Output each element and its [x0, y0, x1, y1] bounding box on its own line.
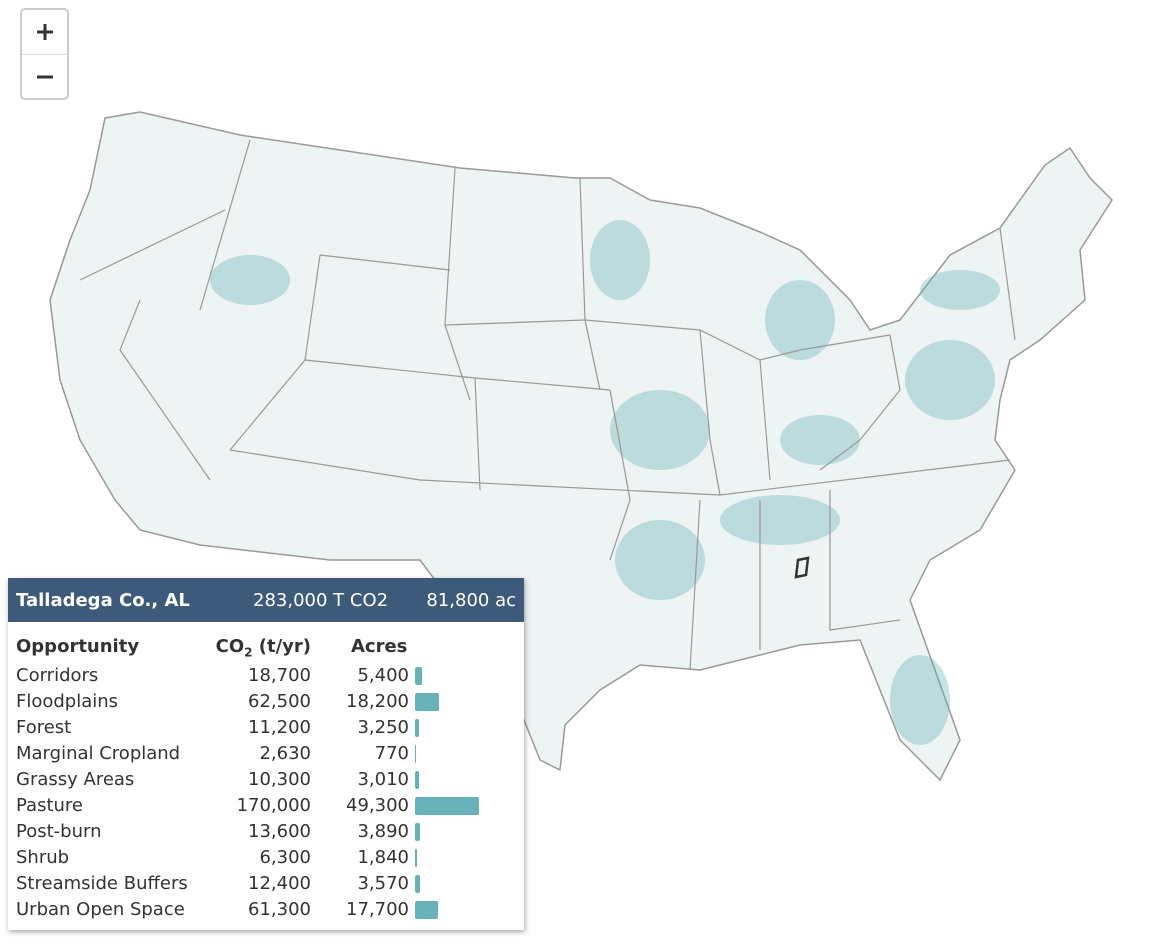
acres-value: 18,200 — [346, 691, 409, 712]
column-header: Opportunity CO2 (t/yr) Acres — [8, 636, 524, 662]
acres-bar — [415, 901, 438, 919]
co2-rest: (t/yr) — [252, 636, 311, 657]
us-outline — [49, 111, 1113, 782]
co2-value: 62,500 — [248, 691, 311, 712]
co2-value: 2,630 — [259, 743, 311, 764]
opportunity-name: Post-burn — [16, 821, 102, 842]
table-row: Forest 11,200 3,250 — [8, 717, 524, 743]
tooltip: Talladega Co., AL 283,000 T CO2 81,800 a… — [8, 578, 524, 930]
acres-bar — [415, 849, 418, 867]
co2-value: 170,000 — [236, 795, 311, 816]
table-row: Streamside Buffers 12,400 3,570 — [8, 873, 524, 899]
co2-sub: 2 — [244, 645, 253, 660]
co2-value: 18,700 — [248, 665, 311, 686]
table-row: Shrub 6,300 1,840 — [8, 847, 524, 873]
acres-value: 3,890 — [357, 821, 409, 842]
opportunity-name: Corridors — [16, 665, 99, 686]
opportunity-name: Marginal Cropland — [16, 743, 181, 764]
table-row: Marginal Cropland 2,630 770 — [8, 743, 524, 769]
co2-value: 11,200 — [248, 717, 311, 738]
table-row: Urban Open Space 61,300 17,700 — [8, 899, 524, 925]
acres-bar — [415, 745, 416, 763]
opportunity-name: Shrub — [16, 847, 70, 868]
shading — [210, 220, 1000, 745]
acres-value: 49,300 — [346, 795, 409, 816]
opportunity-name: Urban Open Space — [16, 899, 185, 920]
opportunity-name: Pasture — [16, 795, 83, 816]
opportunity-name: Floodplains — [16, 691, 119, 712]
county-name: Talladega Co., AL — [16, 590, 190, 611]
co2-value: 61,300 — [248, 899, 311, 920]
opportunity-name: Streamside Buffers — [16, 873, 188, 894]
table-row: Corridors 18,700 5,400 — [8, 665, 524, 691]
state-lines — [79, 139, 1016, 671]
zoom-out[interactable] — [22, 55, 67, 99]
selected-county — [794, 556, 810, 579]
zoom-control — [20, 8, 69, 100]
col-acres: Acres — [351, 636, 408, 657]
acres-bar — [415, 693, 439, 711]
table-row: Pasture 170,000 49,300 — [8, 795, 524, 821]
tooltip-header: Talladega Co., AL 283,000 T CO2 81,800 a… — [8, 578, 524, 622]
co2-total: 283,000 T CO2 — [253, 590, 389, 611]
acres-value: 17,700 — [346, 899, 409, 920]
table-row: Floodplains 62,500 18,200 — [8, 691, 524, 717]
acres-value: 770 — [374, 743, 409, 764]
acres-value: 3,250 — [357, 717, 409, 738]
table-row: Post-burn 13,600 3,890 — [8, 821, 524, 847]
acres-value: 5,400 — [357, 665, 409, 686]
opportunity-name: Grassy Areas — [16, 769, 135, 790]
acres-value: 3,010 — [357, 769, 409, 790]
table-row: Grassy Areas 10,300 3,010 — [8, 769, 524, 795]
opportunity-name: Forest — [16, 717, 72, 738]
zoom-in[interactable] — [22, 10, 67, 55]
co2-value: 6,300 — [259, 847, 311, 868]
acres-value: 1,840 — [357, 847, 409, 868]
co2-value: 10,300 — [248, 769, 311, 790]
col-opportunity: Opportunity — [16, 636, 140, 657]
co2-value: 12,400 — [248, 873, 311, 894]
col-co2: CO2 (t/yr) — [216, 636, 311, 660]
acres-value: 3,570 — [357, 873, 409, 894]
co2-main: CO — [215, 636, 245, 657]
acres-bar — [415, 667, 422, 685]
acres-bar — [415, 719, 420, 737]
acres-bar — [415, 797, 479, 815]
co2-value: 13,600 — [248, 821, 311, 842]
acres-bar — [415, 875, 420, 893]
acres-bar — [415, 823, 421, 841]
acres-bar — [415, 771, 419, 789]
acres-total: 81,800 ac — [426, 590, 516, 611]
